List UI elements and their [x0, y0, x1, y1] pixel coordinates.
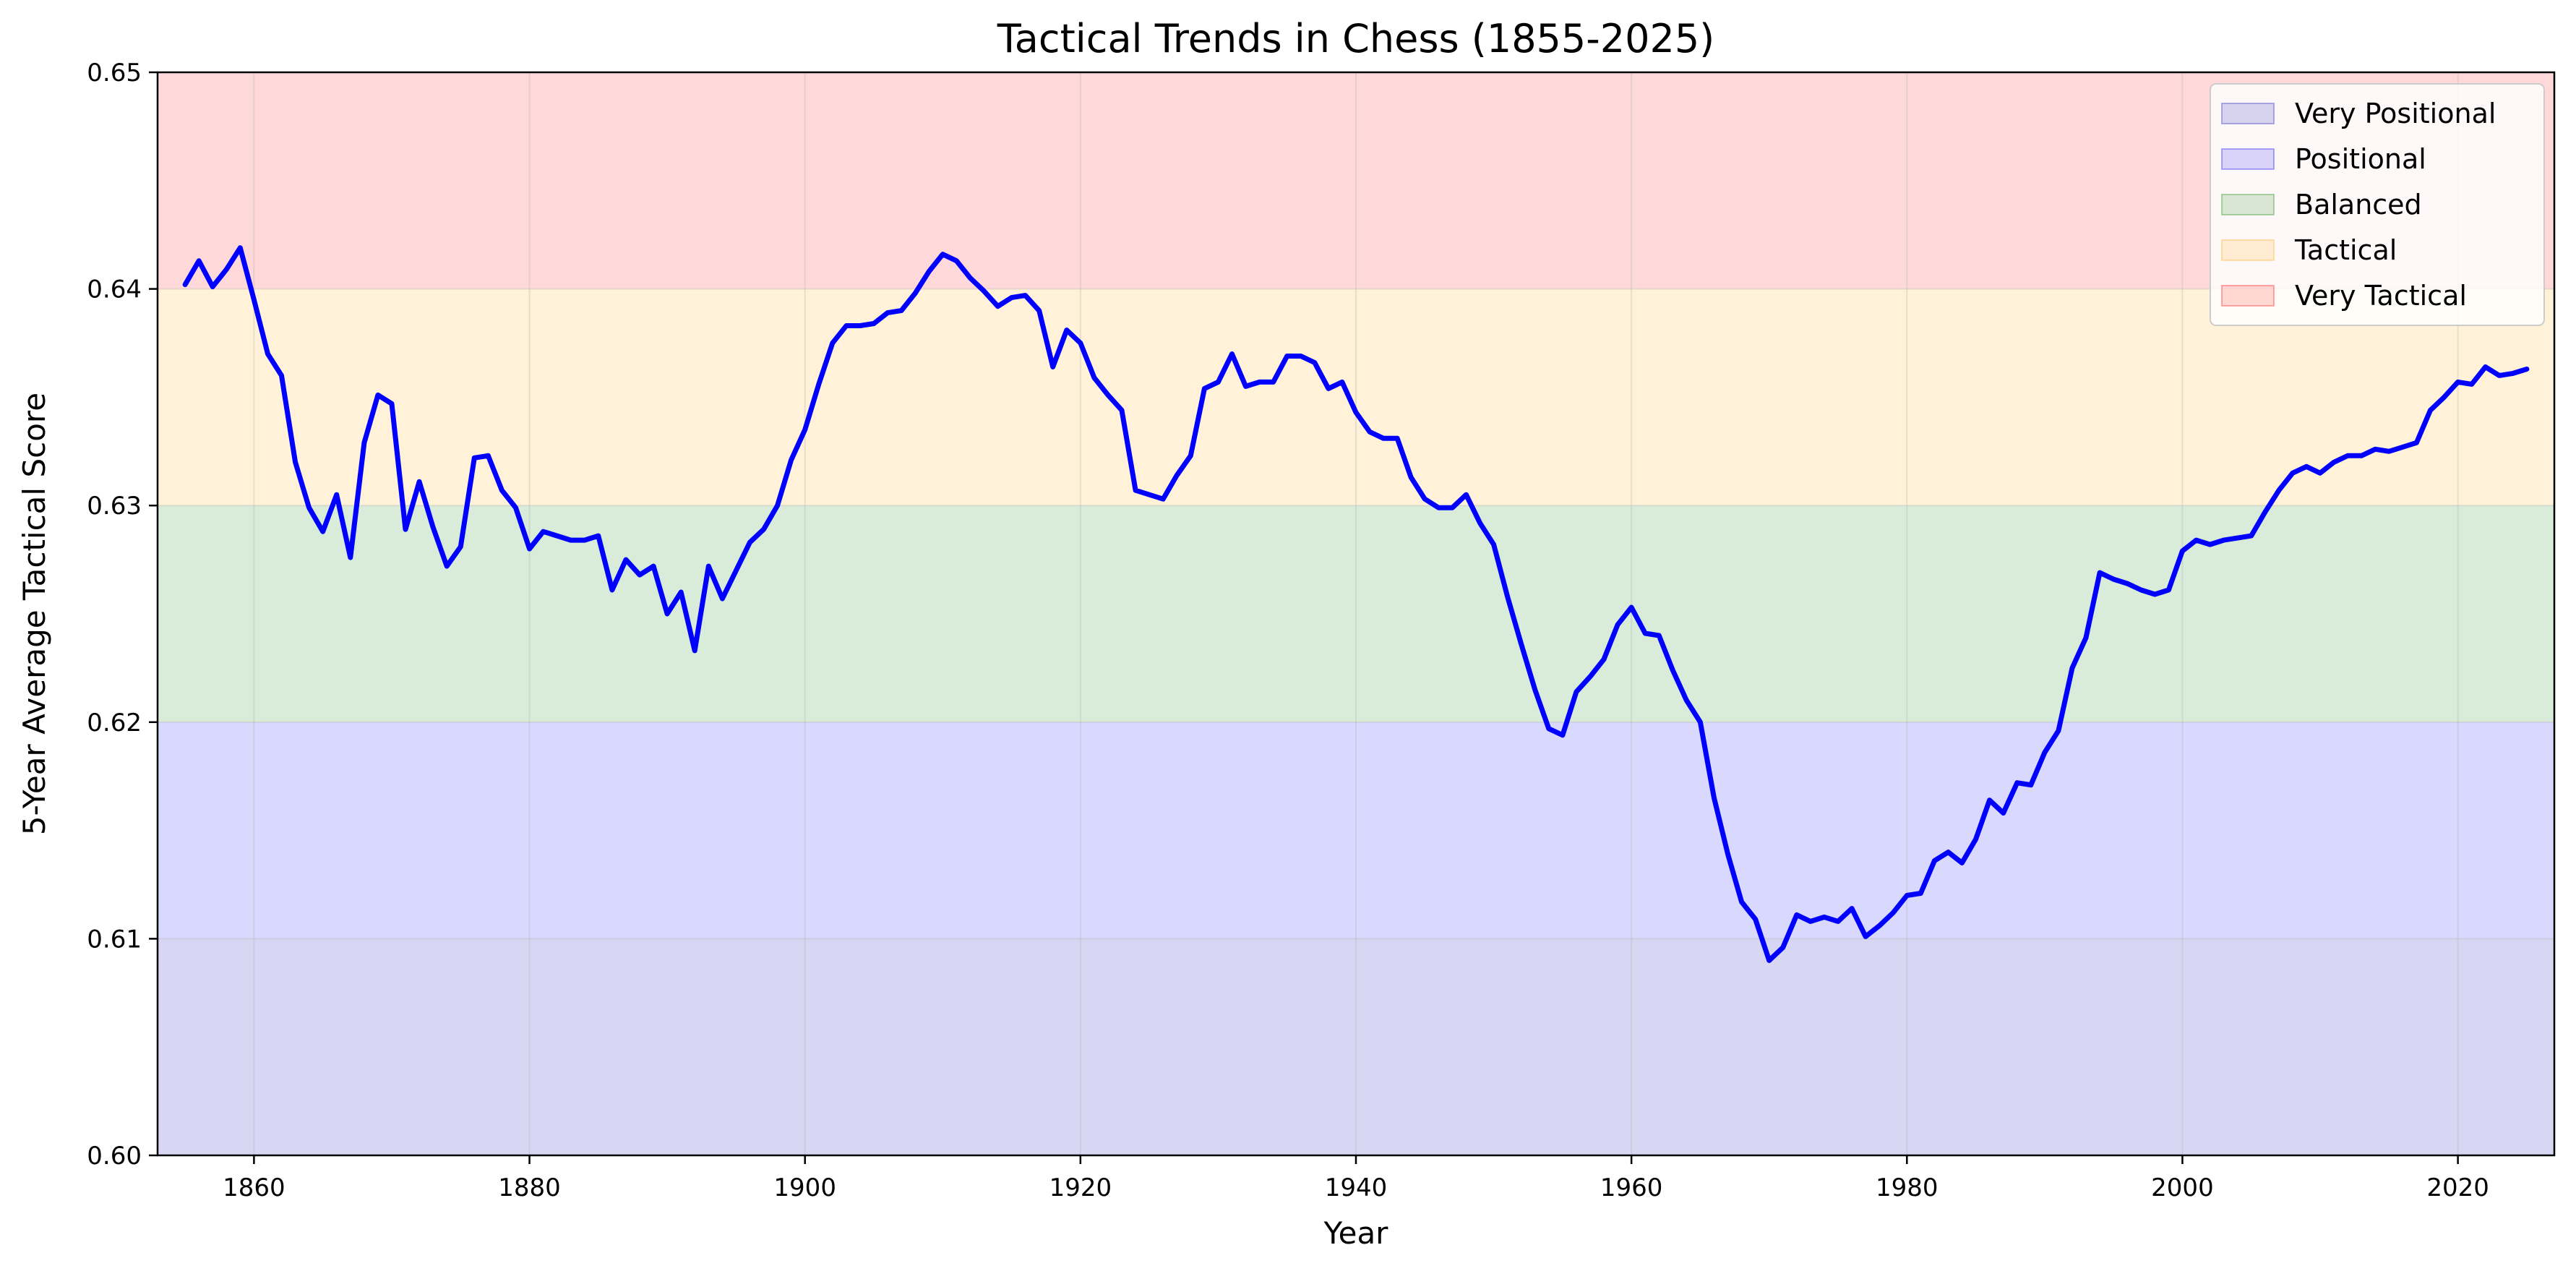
- legend-label-very-positional: Very Positional: [2295, 98, 2496, 129]
- legend-swatch-positional: [2221, 148, 2275, 170]
- y-tick-label: 0.64: [87, 275, 142, 304]
- score-bands: [158, 72, 2554, 1155]
- x-axis-ticks: 1860 1880 1900 1920 1940 1960 1980 2000 2020: [223, 1155, 2489, 1202]
- x-tick-label: 1900: [773, 1173, 836, 1202]
- legend-swatch-tactical: [2221, 239, 2275, 261]
- x-tick-label: 1920: [1049, 1173, 1112, 1202]
- legend-label-tactical: Tactical: [2294, 234, 2397, 266]
- legend-swatch-balanced: [2221, 194, 2275, 215]
- y-tick-label: 0.62: [87, 709, 142, 737]
- legend: Very Positional Positional Balanced Tactica…: [2210, 83, 2545, 326]
- y-tick-label: 0.60: [87, 1142, 142, 1171]
- x-tick-label: 1960: [1600, 1173, 1663, 1202]
- band-very-positional: [158, 938, 2554, 1155]
- legend-swatch-very-positional: [2221, 103, 2275, 124]
- series-line: [182, 245, 2530, 963]
- legend-label-positional: Positional: [2295, 143, 2426, 175]
- x-tick-label: 2000: [2151, 1173, 2214, 1202]
- chart-title: Tactical Trends in Chess (1855-2025): [997, 16, 1715, 61]
- y-tick-label: 0.63: [87, 492, 142, 521]
- x-tick-label: 1980: [1876, 1173, 1939, 1202]
- series-layer: [182, 245, 2530, 963]
- legend-label-balanced: Balanced: [2295, 189, 2422, 221]
- legend-label-very-tactical: Very Tactical: [2295, 280, 2467, 312]
- x-tick-label: 1940: [1325, 1173, 1388, 1202]
- legend-swatch-very-tactical: [2221, 285, 2275, 307]
- band-positional: [158, 722, 2554, 939]
- band-tactical: [158, 288, 2554, 506]
- x-axis-label: Year: [1323, 1215, 1389, 1251]
- y-axis-ticks: 0.60 0.61 0.62 0.63 0.64 0.65: [87, 59, 158, 1171]
- y-tick-label: 0.61: [87, 925, 142, 954]
- band-very-tactical: [158, 72, 2554, 289]
- legend-box: [2210, 83, 2545, 326]
- band-balanced: [158, 505, 2554, 722]
- x-tick-label: 1880: [498, 1173, 561, 1202]
- y-axis-label: 5-Year Average Tactical Score: [17, 393, 52, 835]
- y-tick-label: 0.65: [87, 59, 142, 87]
- x-tick-label: 2020: [2426, 1173, 2489, 1202]
- x-tick-label: 1860: [223, 1173, 285, 1202]
